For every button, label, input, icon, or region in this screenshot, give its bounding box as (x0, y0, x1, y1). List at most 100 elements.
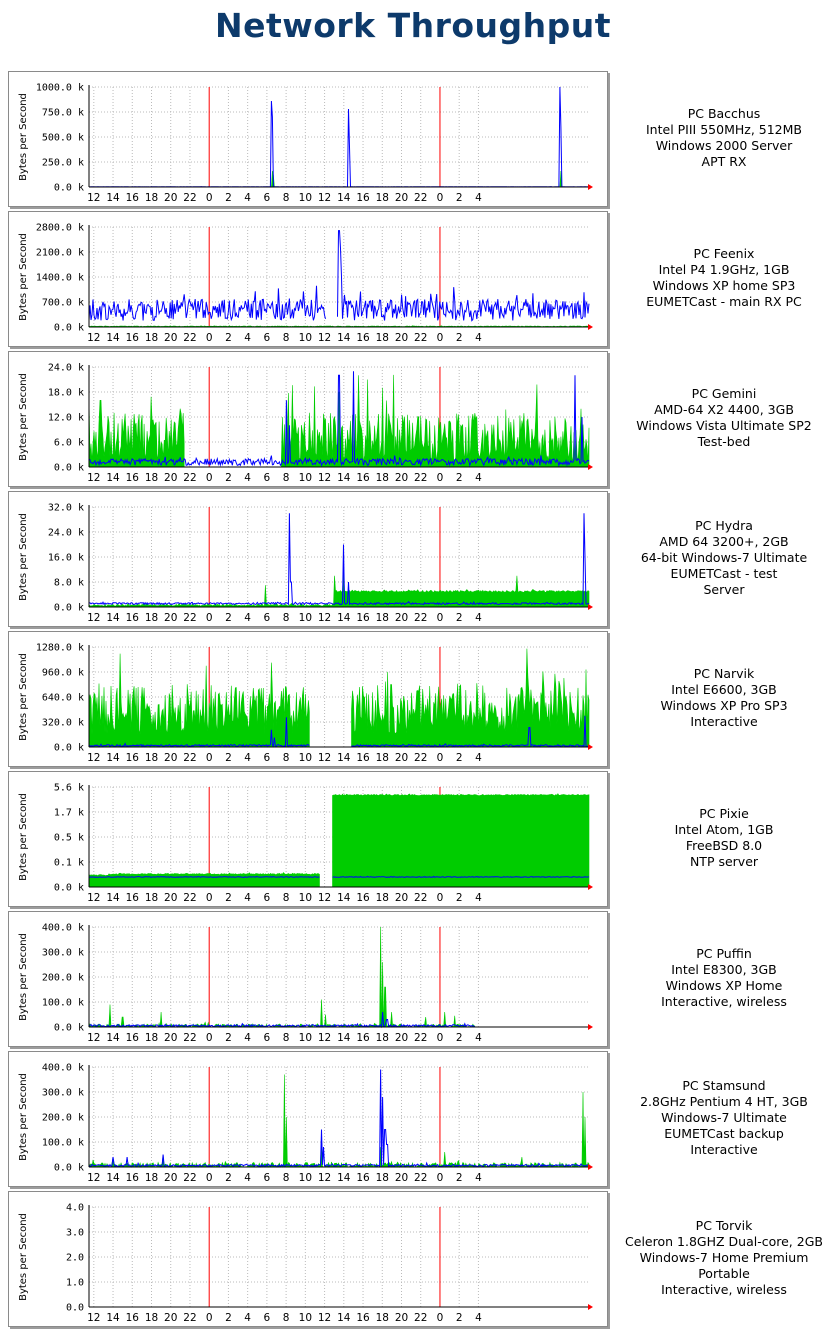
description-line: Celeron 1.8GHZ Dual-core, 2GB (625, 1234, 823, 1249)
description-line: Intel Atom, 1GB (674, 822, 774, 837)
x-tick-label: 18 (376, 332, 389, 344)
y-tick-label: 0.0 k (54, 183, 84, 194)
x-tick-label: 8 (283, 1172, 290, 1184)
x-tick-label: 0 (437, 1312, 444, 1324)
x-tick-label: 4 (244, 1312, 251, 1324)
panel-description-pixie: PC Pixie Intel Atom, 1GB FreeBSD 8.0 NTP se… (608, 806, 840, 870)
description-line: PC Gemini (691, 386, 757, 401)
y-tick-label: 24.0 k (48, 363, 84, 374)
x-tick-label: 2 (456, 892, 463, 904)
chart-panel-torvik: Bytes per Second 4.0 3.0 2.0 1.0 0.0 12 14 16 18 2… (8, 1191, 608, 1327)
x-tick-label: 2 (225, 1312, 232, 1324)
x-tick-label: 22 (414, 892, 427, 904)
x-tick-label: 0 (437, 332, 444, 344)
y-tick-label: 200.0 k (42, 973, 84, 984)
y-tick-label: 0.0 k (54, 603, 84, 614)
x-axis-arrow (588, 184, 593, 190)
x-tick-label: 4 (475, 1312, 482, 1324)
x-tick-label: 18 (376, 192, 389, 204)
description-line: PC Torvik (695, 1218, 753, 1233)
x-tick-label: 14 (106, 1312, 120, 1324)
series-out-line (88, 230, 590, 322)
x-tick-label: 0 (437, 612, 444, 624)
series-out-line (88, 1069, 590, 1168)
y-tick-label: 200.0 k (42, 1113, 84, 1124)
x-tick-label: 14 (106, 472, 120, 484)
x-tick-label: 20 (395, 472, 408, 484)
x-tick-label: 2 (225, 1172, 232, 1184)
panel-description-narvik: PC Narvik Intel E6600, 3GB Windows XP Pro … (608, 666, 840, 730)
x-tick-label: 2 (225, 192, 232, 204)
x-axis-arrow (588, 1304, 593, 1310)
x-tick-label: 2 (456, 1172, 463, 1184)
x-tick-label: 4 (244, 1032, 251, 1044)
x-tick-label: 16 (356, 612, 370, 624)
description-line: Server (703, 582, 745, 597)
x-tick-label: 20 (164, 192, 177, 204)
x-tick-label: 2 (225, 472, 232, 484)
x-tick-label: 22 (414, 1032, 427, 1044)
description-line: PC Puffin (696, 946, 752, 961)
x-tick-label: 22 (183, 752, 196, 764)
x-tick-label: 10 (299, 472, 312, 484)
description-line: Interactive (690, 1142, 758, 1157)
y-tick-label: 32.0 k (48, 503, 84, 514)
chart-gemini: Bytes per Second 24.0 k 18.0 k 12.0 k 6.0 k 0… (18, 363, 593, 484)
panel-description-feenix: PC Feenix Intel P4 1.9GHz, 1GB Windows XP … (608, 246, 840, 310)
y-tick-label: 4.0 (66, 1203, 84, 1214)
description-line: PC Pixie (699, 806, 749, 821)
chart-panel-hydra: Bytes per Second 32.0 k 24.0 k 16.0 k 8.0 k 0… (8, 491, 608, 627)
y-tick-label: 400.0 k (42, 1063, 84, 1074)
description-line: Windows XP Pro SP3 (660, 698, 788, 713)
x-tick-label: 14 (337, 1312, 351, 1324)
description-line: PC Bacchus (687, 106, 761, 121)
x-tick-label: 4 (475, 892, 482, 904)
x-tick-label: 2 (225, 612, 232, 624)
description-line: EUMETCast - main RX PC (646, 294, 802, 309)
x-tick-label: 12 (318, 892, 331, 904)
x-tick-label: 4 (475, 1032, 482, 1044)
x-tick-label: 20 (164, 752, 177, 764)
x-tick-label: 16 (356, 892, 370, 904)
x-tick-label: 2 (225, 332, 232, 344)
y-axis-label: Bytes per Second (18, 793, 29, 881)
chart-panel-bacchus: Bytes per Second 1000.0 k 750.0 k 500.0 k 25… (8, 71, 608, 207)
y-tick-label: 700.0 k (42, 298, 84, 309)
x-tick-label: 4 (475, 1172, 482, 1184)
series-in-area (88, 1074, 590, 1169)
x-tick-label: 8 (283, 612, 290, 624)
x-tick-label: 12 (318, 612, 331, 624)
y-tick-label: 500.0 k (42, 133, 84, 144)
x-tick-label: 2 (225, 752, 232, 764)
description-line: Intel P4 1.9GHz, 1GB (658, 262, 790, 277)
chart-panel-pixie: Bytes per Second 5.6 k 1.7 k 0.5 k 0.1 k 0.0 … (8, 771, 608, 907)
x-tick-label: 14 (106, 892, 120, 904)
panel-description-torvik: PC Torvik Celeron 1.8GHZ Dual-core, 2GB Wi… (608, 1218, 840, 1298)
x-axis-arrow (588, 884, 593, 890)
panel-description-puffin: PC Puffin Intel E8300, 3GB Windows XP Home… (608, 946, 840, 1010)
y-axis-label: Bytes per Second (18, 653, 29, 741)
y-tick-label: 1.0 (66, 1278, 84, 1289)
description-line: 64-bit Windows-7 Ultimate (640, 550, 808, 565)
y-tick-label: 100.0 k (42, 998, 84, 1009)
x-tick-label: 14 (106, 332, 120, 344)
x-tick-label: 10 (299, 1032, 312, 1044)
x-tick-label: 22 (183, 1172, 196, 1184)
y-tick-label: 1280.0 k (36, 643, 84, 654)
y-tick-label: 0.5 k (54, 833, 84, 844)
description-line: EUMETCast backup (664, 1126, 784, 1141)
x-tick-label: 18 (145, 472, 158, 484)
description-line: Interactive, wireless (661, 994, 787, 1009)
x-tick-label: 0 (437, 1032, 444, 1044)
x-tick-label: 0 (437, 472, 444, 484)
series-in-area (88, 569, 590, 608)
series-out-line (88, 875, 590, 878)
description-line: Windows XP Home (665, 978, 783, 993)
y-tick-label: 3.0 (66, 1228, 84, 1239)
x-tick-label: 20 (395, 1312, 408, 1324)
y-tick-label: 1400.0 k (36, 273, 84, 284)
description-line: Windows XP home SP3 (652, 278, 796, 293)
